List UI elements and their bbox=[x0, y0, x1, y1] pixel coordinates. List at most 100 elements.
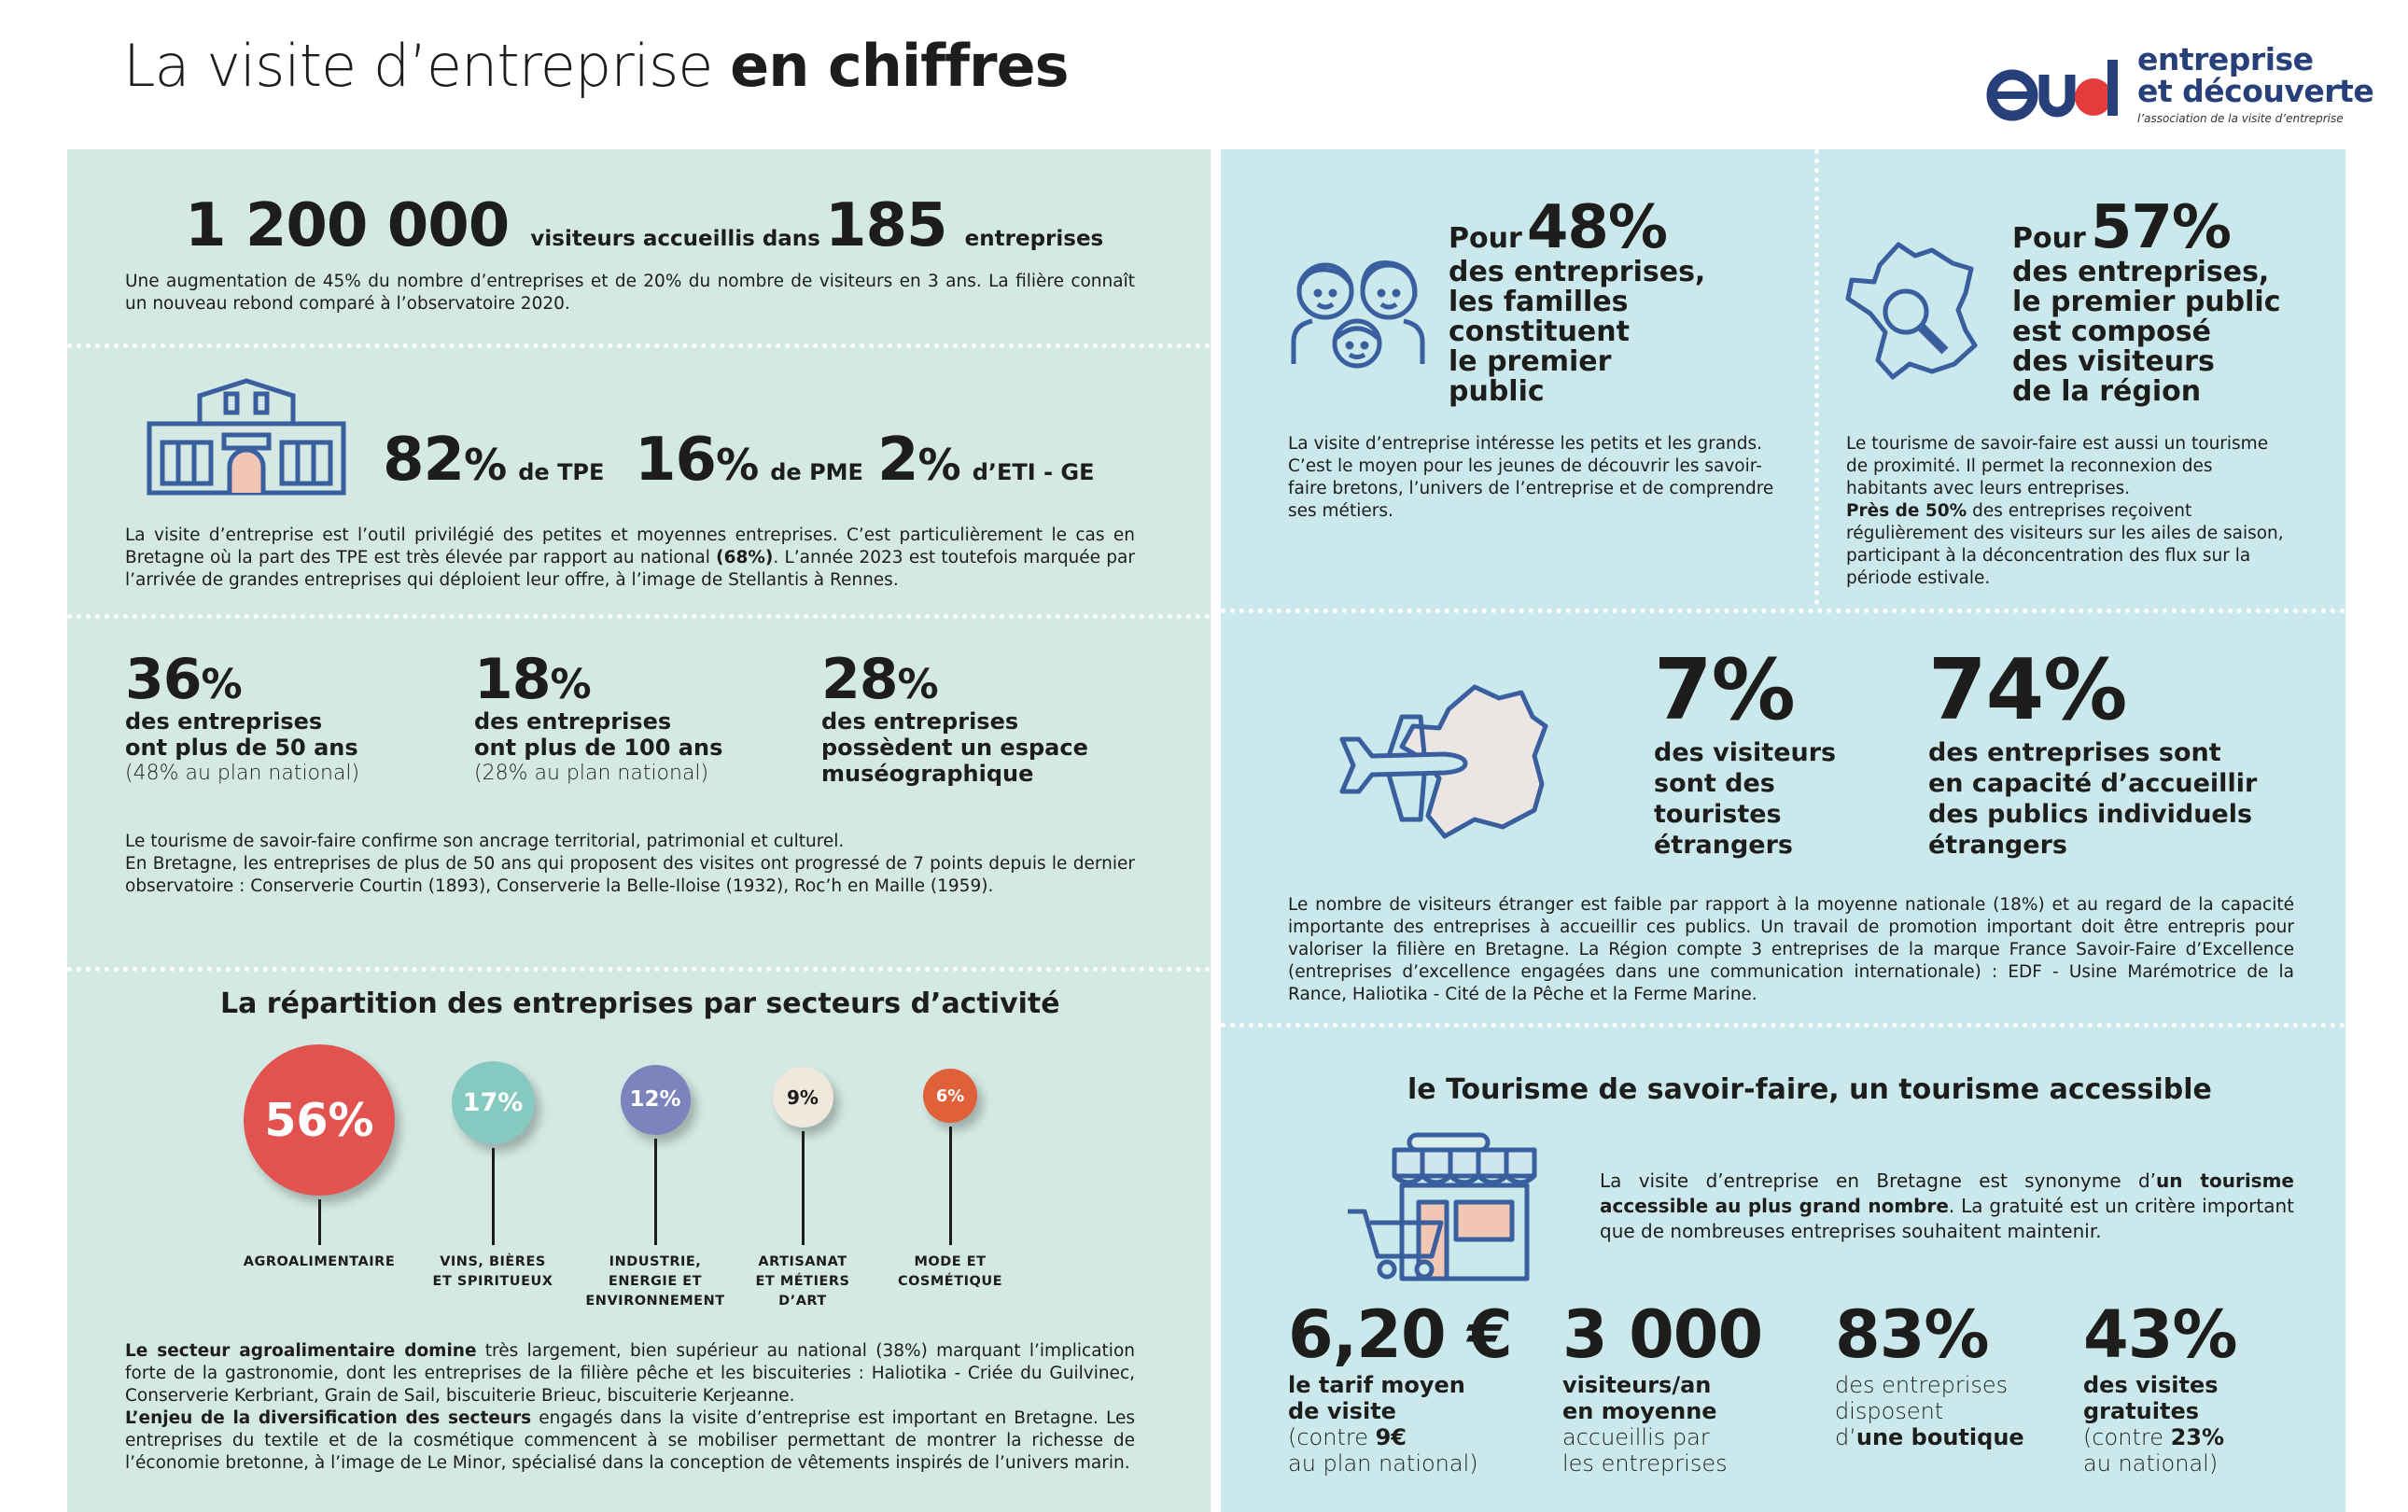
sectors-title: La répartition des entreprises par secte… bbox=[220, 987, 1060, 1020]
age-value: 36 bbox=[125, 647, 202, 712]
logo: entreprise et découverte l’association d… bbox=[1979, 37, 2374, 131]
sector-stem bbox=[654, 1138, 657, 1245]
page-title-light: La visite d’entreprise bbox=[123, 32, 731, 100]
logo-line2: et découverte bbox=[2137, 73, 2374, 109]
foreign-line: des entreprises sont bbox=[1928, 738, 2221, 767]
sectors-text: Le secteur agroalimentaire domine très l… bbox=[125, 1340, 1135, 1475]
region-line: des visiteurs bbox=[2012, 345, 2215, 378]
age-note: (48% au plan national) bbox=[125, 762, 360, 785]
sectors-p2-bold: L’enjeu de la diversification des secteu… bbox=[125, 1408, 532, 1428]
visitors-label: visiteurs accueillis dans bbox=[530, 227, 820, 251]
foreign-line: étrangers bbox=[1928, 831, 2068, 860]
sector-stem bbox=[802, 1131, 805, 1245]
divider bbox=[67, 967, 1211, 972]
family-icon bbox=[1291, 260, 1425, 369]
region-stat: Pour 57% des entreprises, le premier publ… bbox=[2012, 198, 2280, 407]
age-line: des entreprises bbox=[821, 708, 1019, 735]
price-value: 6,20 € bbox=[1288, 1296, 1513, 1373]
sizes-text: La visite d’entreprise est l’outil privi… bbox=[125, 525, 1135, 592]
visitors-number: 1 200 000 bbox=[185, 191, 510, 260]
accessible-stat-shop: 83% des entreprises disposent d’une bout… bbox=[1835, 1297, 2024, 1450]
free-line: gratuites bbox=[2083, 1398, 2200, 1424]
foreign-line: sont des bbox=[1654, 769, 1775, 798]
accessible-stat-price: 6,20 € le tarif moyen de visite (contre … bbox=[1288, 1296, 1513, 1477]
free-line: (contre 23% bbox=[2083, 1424, 2237, 1450]
families-prefix: Pour bbox=[1449, 222, 1522, 255]
sectors-paragraph-1: Le secteur agroalimentaire domine très l… bbox=[125, 1340, 1135, 1407]
age-line: possèdent un espace bbox=[821, 735, 1088, 761]
avg-visitors-line: les entreprises bbox=[1562, 1450, 1728, 1477]
shop-line: des entreprises bbox=[1835, 1372, 2009, 1398]
sectors-p1-text: très largement, bien supérieur au nation… bbox=[125, 1341, 1135, 1406]
sector-label: MODE ET COSMÉTIQUE bbox=[866, 1253, 1034, 1292]
region-line: des entreprises, bbox=[2012, 256, 2270, 288]
free-value: 43% bbox=[2083, 1296, 2238, 1373]
companies-number: 185 bbox=[824, 191, 948, 260]
region-text: Le tourisme de savoir-faire est aussi un… bbox=[1846, 433, 2294, 590]
building-icon bbox=[147, 378, 346, 496]
price-compare-value: 9€ bbox=[1375, 1424, 1407, 1450]
families-line: des entreprises, bbox=[1449, 256, 1706, 288]
sector-label: AGROALIMENTAIRE bbox=[235, 1253, 403, 1272]
price-line: au plan national) bbox=[1288, 1450, 1478, 1477]
age-text-1: Le tourisme de savoir-faire confirme son… bbox=[125, 832, 845, 851]
sector-label-line: INDUSTRIE, bbox=[609, 1254, 702, 1269]
sector-label-line: D’ART bbox=[778, 1294, 827, 1309]
sector-stem bbox=[318, 1199, 321, 1245]
stat-eti: 2% d’ETI - GE bbox=[877, 426, 1094, 495]
logo-line1: entreprise bbox=[2137, 41, 2314, 77]
sector-bubble: 56% bbox=[244, 1044, 395, 1196]
sector-label-line: ET MÉTIERS bbox=[755, 1274, 850, 1289]
accessible-text: La visite d’entreprise en Bretagne est s… bbox=[1600, 1169, 2294, 1244]
accessible-stat-free: 43% des visites gratuites (contre 23% au… bbox=[2083, 1296, 2238, 1477]
free-compare-value: 23% bbox=[2170, 1424, 2225, 1450]
families-stat: Pour 48% des entreprises, les familles con… bbox=[1449, 198, 1705, 407]
price-compare: (contre bbox=[1288, 1424, 1376, 1450]
accessible-text-bold: un tourisme accessible au plus grand nom… bbox=[1600, 1169, 2294, 1217]
divider bbox=[1814, 149, 1819, 605]
sizes-text-part: . L’année 2023 est toutefois marquée par… bbox=[125, 548, 1135, 590]
foreign-value-1: 7% bbox=[1654, 641, 1796, 739]
age-note: (28% au plan national) bbox=[474, 762, 709, 785]
families-text: La visite d’entreprise intéresse les pet… bbox=[1288, 434, 1774, 521]
stat-pme: 16% de PME bbox=[635, 426, 863, 495]
foreign-line: touristes bbox=[1654, 800, 1782, 829]
price-line: (contre 9€ bbox=[1288, 1424, 1512, 1450]
families-lines: des entreprises, les familles constituent l… bbox=[1449, 258, 1705, 407]
avg-visitors-value: 3 000 bbox=[1562, 1296, 1763, 1373]
region-text-2-rest: des entreprises reçoivent régulièrement … bbox=[1846, 501, 2284, 588]
age-unit: % bbox=[897, 661, 939, 708]
foreign-line: étrangers bbox=[1654, 831, 1794, 860]
sectors-paragraph-2: L’enjeu de la diversification des secteu… bbox=[125, 1407, 1135, 1475]
shop-line: d’une boutique bbox=[1835, 1424, 2024, 1450]
price-line: de visite bbox=[1288, 1398, 1396, 1424]
sector-bubble: 17% bbox=[451, 1061, 535, 1145]
sector-label-line: COSMÉTIQUE bbox=[897, 1274, 1003, 1289]
foreign-lines-2: des entreprises sont en capacité d’accuei… bbox=[1928, 737, 2257, 861]
tpe-unit: % bbox=[464, 440, 507, 490]
eti-label: d’ETI - GE bbox=[972, 459, 1095, 485]
age-stat-2: 18% des entreprises ont plus de 100 ans … bbox=[474, 651, 722, 787]
age-value: 28 bbox=[821, 647, 898, 712]
region-value: 57% bbox=[2090, 193, 2232, 262]
foreign-lines-1: des visiteurs sont des touristes étrangers bbox=[1654, 737, 1836, 861]
sector-stem bbox=[492, 1148, 495, 1245]
right-panel bbox=[1221, 149, 2345, 1512]
region-prefix: Pour bbox=[2012, 222, 2086, 255]
sector-bubble: 9% bbox=[772, 1067, 833, 1128]
foreign-line: en capacité d’accueillir bbox=[1928, 769, 2258, 798]
foreign-value-2: 74% bbox=[1928, 641, 2127, 739]
age-line: ont plus de 50 ans bbox=[125, 735, 358, 761]
sector-label-line: ENVIRONNEMENT bbox=[585, 1294, 725, 1309]
region-line: de la région bbox=[2012, 375, 2202, 408]
eti-unit: % bbox=[917, 440, 961, 490]
sector-label-line: ET SPIRITUEUX bbox=[432, 1274, 553, 1289]
sector-label: VINS, BIÈRES ET SPIRITUEUX bbox=[409, 1253, 577, 1292]
logo-tagline: l’association de la visite d’entreprise bbox=[2137, 112, 2344, 125]
sectors-p1-bold: Le secteur agroalimentaire domine bbox=[125, 1341, 477, 1361]
visitors-headline: 1 200 000 visiteurs accueillis dans 185 … bbox=[185, 191, 1103, 260]
foreign-line: des visiteurs bbox=[1654, 738, 1837, 767]
price-line: le tarif moyen bbox=[1288, 1372, 1465, 1398]
families-line: constituent bbox=[1449, 315, 1630, 348]
left-panel bbox=[67, 149, 1211, 1512]
